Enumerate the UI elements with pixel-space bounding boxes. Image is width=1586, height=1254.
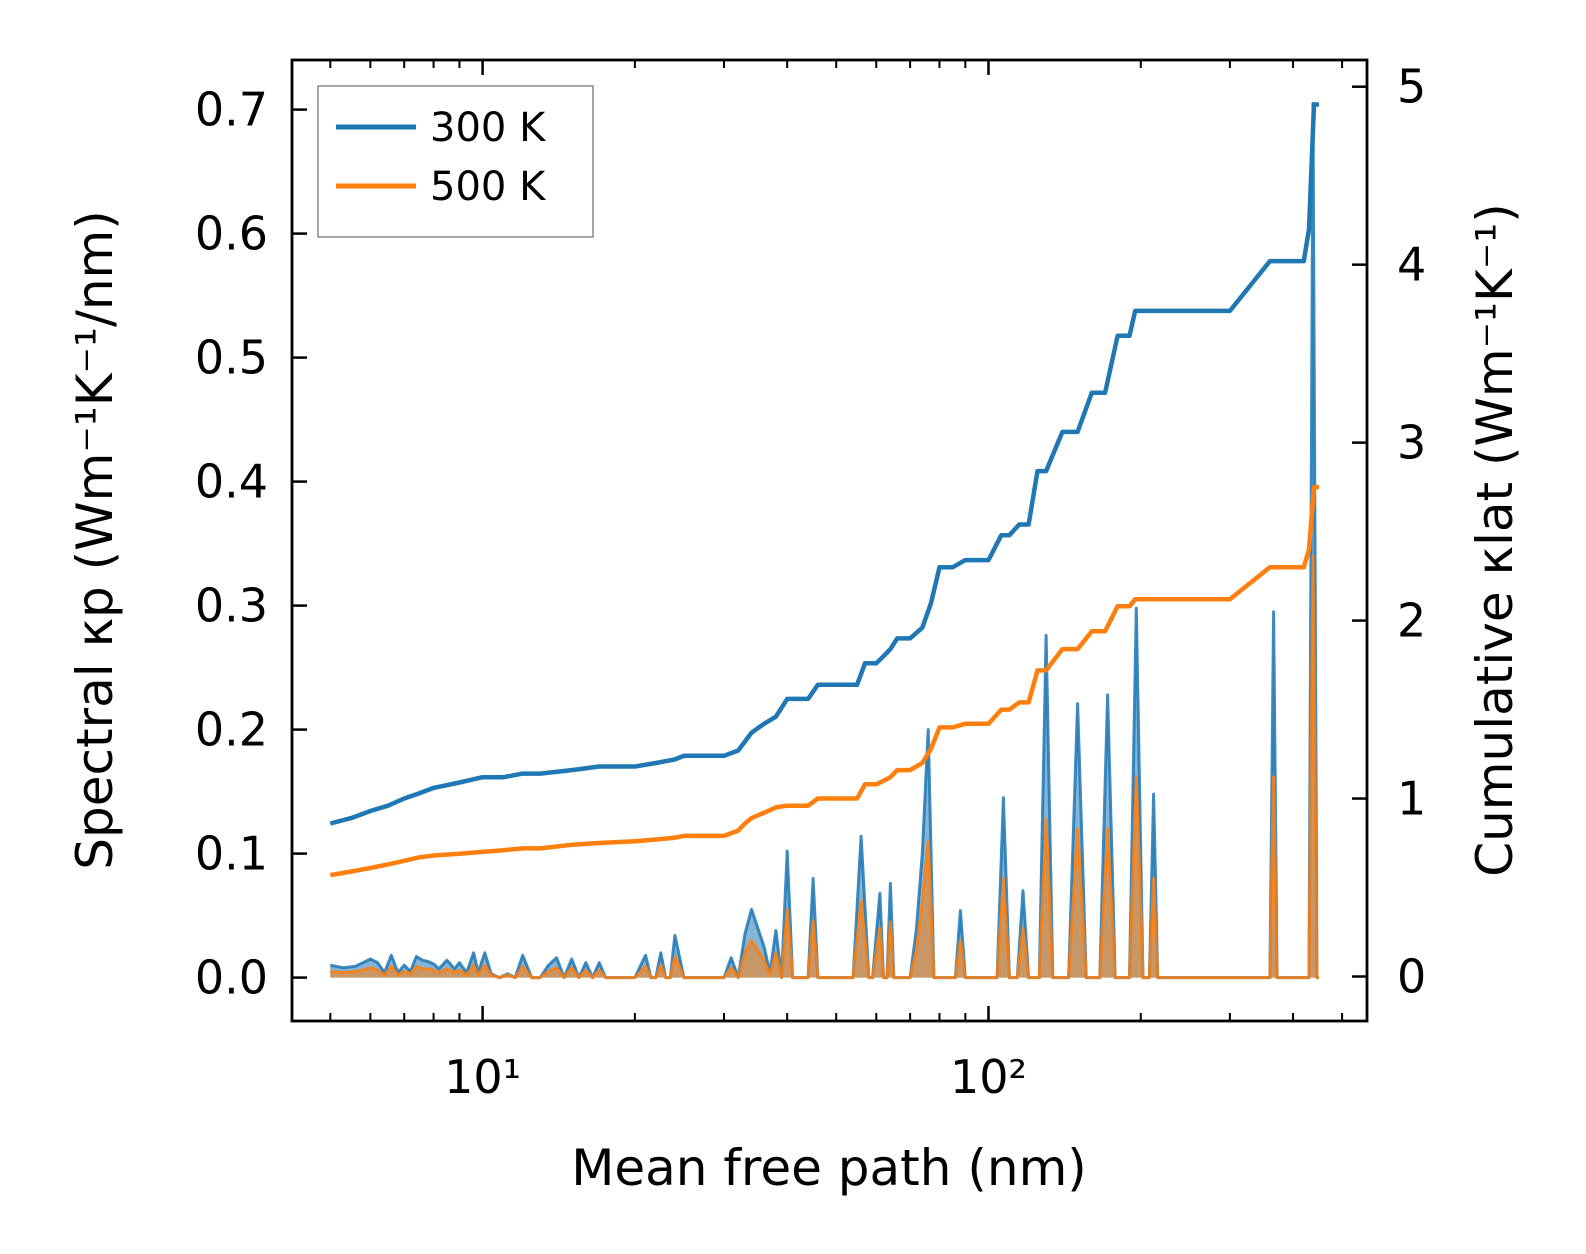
x-tick-label: 10² (950, 1050, 1027, 1104)
legend: 300 K 500 K (317, 85, 594, 238)
y-right-tick-label: 4 (1397, 238, 1426, 292)
x-tick-label: 10¹ (444, 1050, 521, 1104)
spectral-line-layer (330, 101, 1319, 980)
y-left-tick-label: 0.1 (195, 827, 268, 881)
axis-ticks: 10¹ 10² 0.0 0.1 0.2 0.3 0.4 0.5 0.6 0.7 0 1 2 3 4 5 (195, 60, 1426, 1104)
y-right-tick-label: 5 (1397, 60, 1426, 114)
y-left-tick-label: 0.2 (195, 703, 268, 757)
legend-label-300k: 300 K (430, 105, 547, 151)
y-right-tick-label: 0 (1397, 950, 1426, 1004)
y-left-axis-title: Spectral κp (Wm⁻¹K⁻¹/nm) (66, 210, 124, 869)
y-left-tick-label: 0.6 (195, 207, 268, 261)
cumulative-line-layer (329, 102, 1319, 878)
legend-label-500k: 500 K (430, 164, 547, 210)
plot-frame (290, 58, 1369, 1023)
x-axis-title: Mean free path (nm) (571, 1139, 1087, 1197)
y-right-axis-title: Cumulative κlat (Wm⁻¹K⁻¹) (1466, 203, 1524, 877)
y-left-tick-label: 0.0 (195, 951, 268, 1005)
y-left-tick-label: 0.4 (195, 455, 268, 509)
y-left-tick-label: 0.3 (195, 579, 268, 633)
spectral-fill-500k (330, 556, 1319, 978)
legend-box (317, 85, 594, 238)
spectral-line-500k (330, 554, 1319, 980)
y-left-tick-label: 0.7 (195, 83, 268, 137)
y-left-tick-label: 0.5 (195, 331, 268, 385)
cumulative-line-300k (329, 102, 1319, 826)
y-right-tick-label: 1 (1397, 772, 1426, 826)
cumulative-line-500k (329, 484, 1319, 878)
y-right-tick-label: 2 (1397, 594, 1426, 648)
y-right-tick-label: 3 (1397, 416, 1426, 470)
